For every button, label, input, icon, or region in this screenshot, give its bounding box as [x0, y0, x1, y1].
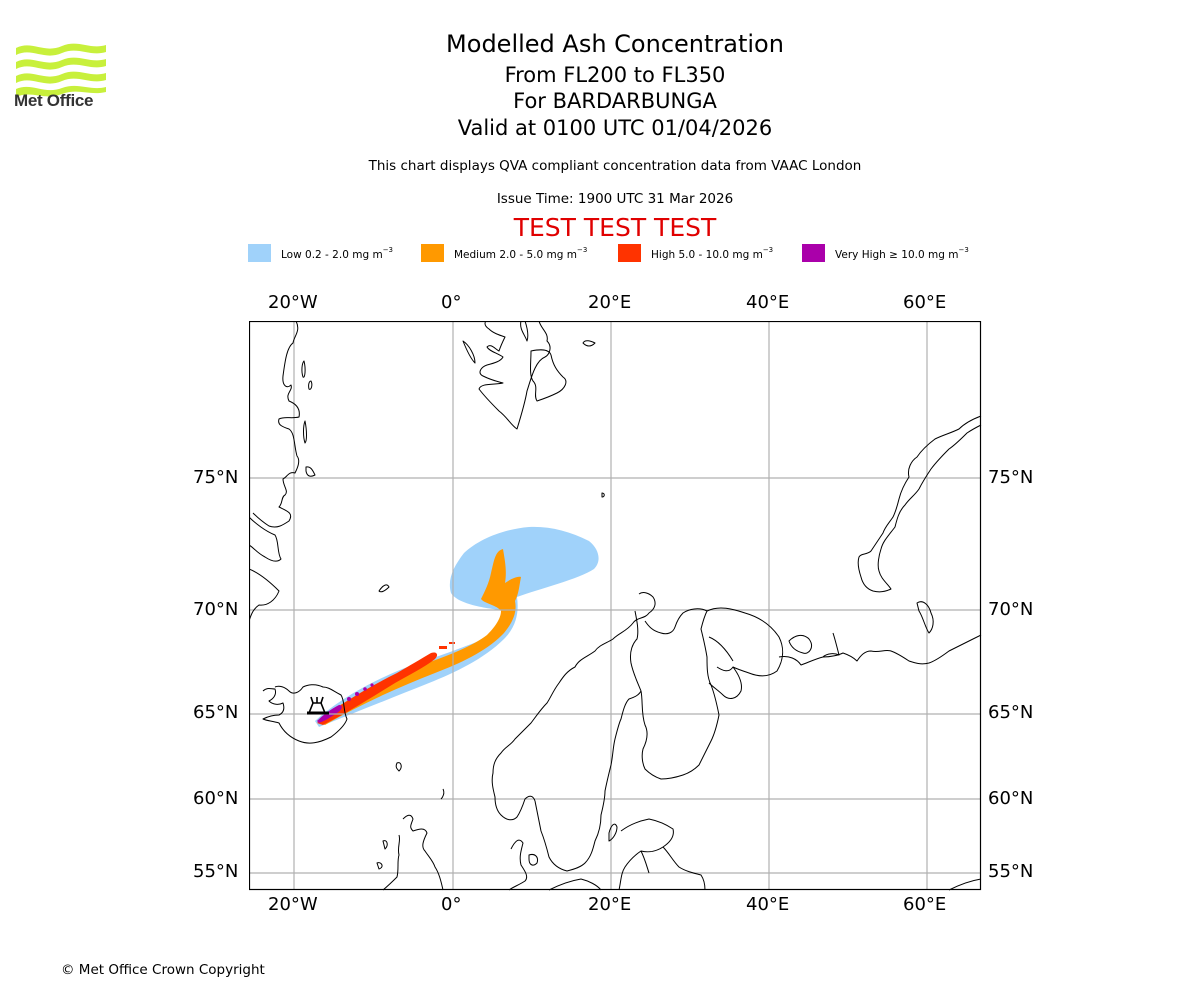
coastline-novaya-zemlya — [857, 415, 982, 593]
coastline-bjornoya — [601, 492, 605, 498]
lon-tick-top: 20°E — [588, 292, 632, 313]
coastline-svalbard-island — [462, 340, 476, 364]
coastline-sweden — [534, 610, 642, 872]
lon-tick-bottom: 20°E — [588, 894, 632, 915]
coastline-greenland-island — [301, 360, 306, 378]
lon-tick-bottom: 20°W — [268, 894, 318, 915]
coastline-gotland — [608, 823, 618, 842]
flight-levels: From FL200 to FL350 — [504, 63, 726, 87]
chart-description: This chart displays QVA compliant concen… — [368, 158, 862, 174]
lon-tick-top: 20°W — [268, 292, 318, 313]
coastline-denmark — [508, 839, 538, 891]
coastline-iceland — [262, 684, 348, 744]
ash-plume — [315, 526, 599, 727]
ash-high-patch — [449, 642, 455, 644]
met-office-logo-icon — [16, 43, 106, 97]
legend-swatch-low — [248, 244, 271, 262]
ash-very-high-patch — [347, 697, 351, 701]
legend-swatch-medium — [421, 244, 444, 262]
unit-exponent: −3 — [576, 245, 588, 254]
ash-map — [249, 321, 982, 891]
lat-tick-left: 70°N — [193, 599, 239, 620]
lat-tick-right: 60°N — [988, 788, 1034, 809]
coastline-finland — [640, 608, 720, 780]
valid-time: Valid at 0100 UTC 01/04/2026 — [457, 116, 773, 140]
chart-title: Modelled Ash Concentration — [446, 30, 784, 58]
lat-tick-right: 55°N — [988, 861, 1034, 882]
coastline-kanin — [822, 632, 840, 658]
coastline-faroe — [395, 762, 402, 772]
issue-time: Issue Time: 1900 UTC 31 Mar 2026 — [496, 191, 734, 207]
lon-tick-top: 40°E — [746, 292, 790, 313]
coastline-jan-mayen — [378, 584, 390, 593]
test-banner: TEST TEST TEST — [513, 213, 717, 242]
legend-item-high: High 5.0 - 10.0 mg m−3 — [618, 244, 773, 262]
legend-label-high: High 5.0 - 10.0 mg m — [651, 248, 763, 261]
legend-label-medium: Medium 2.0 - 5.0 mg m — [454, 248, 577, 261]
lat-tick-left: 65°N — [193, 702, 239, 723]
coastline-svalbard-island — [520, 321, 529, 342]
coastline-svalbard-island — [582, 340, 596, 347]
ash-very-high-patch — [370, 683, 374, 687]
coastline-kola — [706, 607, 784, 699]
unit-exponent: −3 — [762, 245, 774, 254]
map-background — [249, 321, 981, 890]
legend-swatch-high — [618, 244, 641, 262]
lon-tick-bottom: 40°E — [746, 894, 790, 915]
lat-tick-right: 75°N — [988, 467, 1034, 488]
legend-label-very-high: Very High ≥ 10.0 mg m — [835, 248, 959, 261]
coastline-svalbard — [478, 321, 551, 430]
lon-tick-top: 60°E — [903, 292, 947, 313]
ash-very-high-patch — [355, 692, 359, 696]
coastline-vaygach — [916, 601, 934, 634]
lat-tick-left: 55°N — [193, 861, 239, 882]
lat-tick-right: 70°N — [988, 599, 1034, 620]
lat-tick-right: 65°N — [988, 702, 1034, 723]
lat-tick-left: 60°N — [193, 788, 239, 809]
coastline-south — [548, 878, 982, 891]
ash-high-patch — [439, 646, 447, 649]
legend-label-low: Low 0.2 - 2.0 mg m — [281, 248, 383, 261]
coastline-russia-north — [778, 634, 982, 666]
ash-high-layer — [317, 652, 438, 725]
unit-exponent: −3 — [382, 245, 394, 254]
unit-exponent: −3 — [958, 245, 969, 254]
legend-swatch-very-high — [802, 244, 825, 262]
coastline-greenland-island — [305, 466, 316, 477]
coastline-shetland — [440, 788, 445, 800]
ash-low-layer — [315, 526, 599, 727]
coastline-svalbard-nordaustlandet — [530, 349, 567, 402]
coastline-greenland — [249, 321, 300, 622]
ash-very-high-patch — [363, 687, 367, 691]
copyright: © Met Office Crown Copyright — [61, 962, 265, 978]
legend-item-very-high: Very High ≥ 10.0 mg m−3 — [802, 244, 969, 262]
met-office-logo-text: Met Office — [14, 91, 94, 110]
map-frame — [249, 321, 982, 891]
volcano-name: For BARDARBUNGA — [513, 89, 717, 113]
lon-tick-bottom: 60°E — [903, 894, 947, 915]
gridlines — [249, 321, 981, 890]
legend-item-medium: Medium 2.0 - 5.0 mg m−3 — [421, 244, 587, 262]
lon-tick-top: 0° — [441, 292, 462, 313]
coastlines — [249, 321, 982, 891]
coastline-greenland-island — [308, 380, 313, 390]
legend-item-low: Low 0.2 - 2.0 mg m−3 — [248, 244, 393, 262]
coastline-uk — [376, 814, 444, 891]
coastline-greenland-island — [303, 420, 307, 444]
lon-tick-bottom: 0° — [441, 894, 462, 915]
coastline-norway — [491, 592, 656, 821]
volcano-icon — [307, 696, 329, 715]
lat-tick-left: 75°N — [193, 467, 239, 488]
coastline-baltic — [618, 818, 706, 891]
